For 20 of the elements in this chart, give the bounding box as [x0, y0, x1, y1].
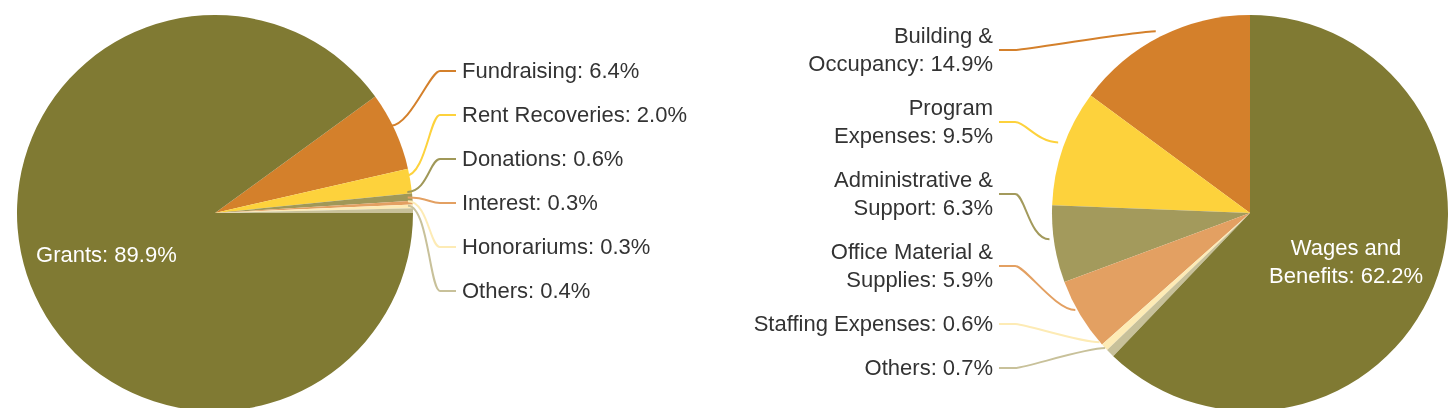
slice-label: Honorariums: 0.3%: [462, 234, 651, 259]
slice-label: Building & Occupancy: 14.9%: [808, 23, 994, 76]
slice-label: Interest: 0.3%: [462, 190, 598, 215]
pie-slice: [17, 15, 413, 408]
pie-slice: [1064, 213, 1250, 345]
slice-label: Donations: 0.6%: [462, 146, 624, 171]
pie-slice: [1113, 15, 1448, 408]
slice-label: Others: 0.7%: [864, 355, 993, 380]
slice-label: Others: 0.4%: [462, 278, 591, 303]
slice-label: Office Material & Supplies: 5.9%: [830, 239, 994, 292]
pie-slice: [1090, 15, 1250, 213]
slice-label: Program Expenses: 9.5%: [834, 95, 993, 148]
slice-label: Staffing Expenses: 0.6%: [753, 311, 993, 336]
pie-slice: [1052, 205, 1250, 283]
slice-label: Grants: 89.9%: [36, 241, 177, 267]
slice-label: Administrative & Support: 6.3%: [834, 167, 994, 220]
slice-label: Fundraising: 6.4%: [462, 58, 640, 83]
pie-slice: [1052, 95, 1250, 213]
slice-label: Rent Recoveries: 2.0%: [462, 102, 687, 127]
slice-label: Wages and Benefits: 62.2%: [1269, 234, 1424, 288]
